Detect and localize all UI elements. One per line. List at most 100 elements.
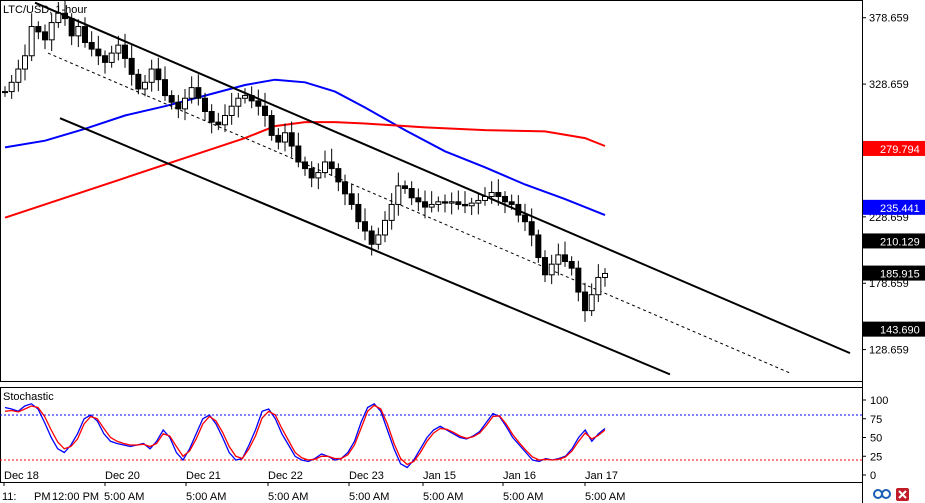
x-tick-label: Dec 18 [4, 470, 39, 482]
price-tick-label: 228.659 [869, 212, 909, 224]
candlestick [255, 89, 262, 116]
candlestick [315, 163, 322, 190]
candlestick [428, 191, 435, 213]
price-label-text: 279.794 [880, 144, 920, 156]
candlestick [62, 0, 68, 26]
candlestick [415, 188, 422, 212]
candlestick [268, 110, 275, 141]
candlestick [568, 256, 575, 276]
candlestick [295, 132, 302, 168]
candlestick [595, 264, 602, 303]
candlestick [362, 208, 368, 241]
candlestick [502, 191, 508, 214]
candlestick [475, 193, 482, 215]
candlestick [75, 19, 82, 48]
candlestick [382, 211, 388, 243]
candlestick [462, 191, 468, 214]
price-tick-label: 128.659 [869, 345, 909, 357]
x-time-label: PM [34, 491, 51, 503]
x-tick-label: Jan 15 [423, 470, 456, 482]
candlestick [28, 13, 35, 62]
candlestick [122, 33, 128, 68]
price-label-text: 185.915 [880, 269, 920, 281]
candlestick [155, 57, 162, 91]
candlestick [402, 180, 408, 194]
candlestick [435, 196, 442, 212]
x-tick-label: Dec 23 [349, 470, 384, 482]
candlestick [48, 13, 55, 52]
stochastic-tick-label: 100 [870, 395, 888, 407]
candlestick [8, 75, 15, 99]
candlestick [322, 150, 328, 178]
candlestick [388, 193, 395, 230]
price-label-text: 235.441 [880, 203, 920, 215]
candlestick [108, 45, 115, 68]
x-tick-label: Jan 16 [503, 470, 536, 482]
price-tick-label: 328.659 [869, 79, 909, 91]
price-label-text: 210.129 [880, 236, 920, 248]
x-time-label: 5:00 AM [503, 491, 543, 503]
candlestick [135, 69, 142, 95]
x-tick-label: Dec 21 [186, 470, 221, 482]
price-tick-label: 178.659 [869, 278, 909, 290]
candlestick [95, 35, 102, 66]
candlestick [422, 190, 428, 219]
candlestick [228, 92, 235, 125]
close-icon[interactable] [896, 488, 909, 501]
candlestick [88, 31, 95, 57]
x-time-label: 5:00 AM [423, 491, 463, 503]
candlestick [182, 88, 188, 121]
moving-average-blue [4, 78, 606, 217]
candlestick [242, 88, 248, 104]
candlestick [215, 112, 222, 131]
candlestick [288, 121, 295, 158]
candlestick [168, 90, 175, 110]
x-time-label: 5:00 AM [349, 491, 389, 503]
x-time-label: 5:00 AM [268, 491, 308, 503]
price-label-box: 210.129 [863, 233, 925, 249]
candlestick [575, 260, 582, 302]
trend-channel-line [59, 117, 671, 376]
candlestick [2, 86, 8, 97]
candlestick [348, 184, 355, 210]
candlestick [448, 192, 455, 215]
candlestick [42, 24, 48, 50]
candlestick [522, 203, 528, 231]
x-time-label: 5:00 AM [186, 491, 226, 503]
x-tick-label: Jan 17 [585, 470, 618, 482]
x-tick-label: Dec 22 [268, 470, 303, 482]
candlestick [202, 92, 208, 121]
stochastic-tick-label: 75 [870, 414, 882, 426]
candlestick [495, 179, 502, 206]
candlestick [102, 50, 108, 74]
candlestick [128, 45, 135, 86]
candlestick [375, 227, 382, 250]
candlestick [602, 268, 608, 287]
candlestick [302, 156, 308, 176]
candlestick [262, 92, 268, 127]
candlestick [548, 254, 555, 285]
candlestick [235, 92, 242, 118]
candlestick [188, 76, 195, 104]
stochastic-tick-label: 0 [870, 470, 876, 482]
candlestick [542, 250, 548, 283]
candlestick [455, 190, 462, 210]
stochastic-main-line [4, 402, 606, 469]
x-time-label: 12:00 PM [52, 491, 99, 503]
stochastic-tick-label: 50 [870, 433, 882, 445]
x-time-label: 5:00 AM [585, 491, 625, 503]
link-icon[interactable] [873, 489, 891, 499]
candlestick [335, 163, 342, 192]
candlestick [68, 13, 75, 46]
candlestick [275, 128, 282, 150]
candlestick [408, 181, 415, 206]
candlestick [562, 241, 568, 267]
price-label-text: 143.690 [880, 325, 920, 337]
candlestick [208, 104, 215, 134]
candlestick [442, 194, 448, 213]
candlestick [508, 194, 515, 210]
candlestick [222, 104, 228, 133]
candlestick [528, 208, 535, 247]
price-label-box: 143.690 [863, 321, 925, 337]
